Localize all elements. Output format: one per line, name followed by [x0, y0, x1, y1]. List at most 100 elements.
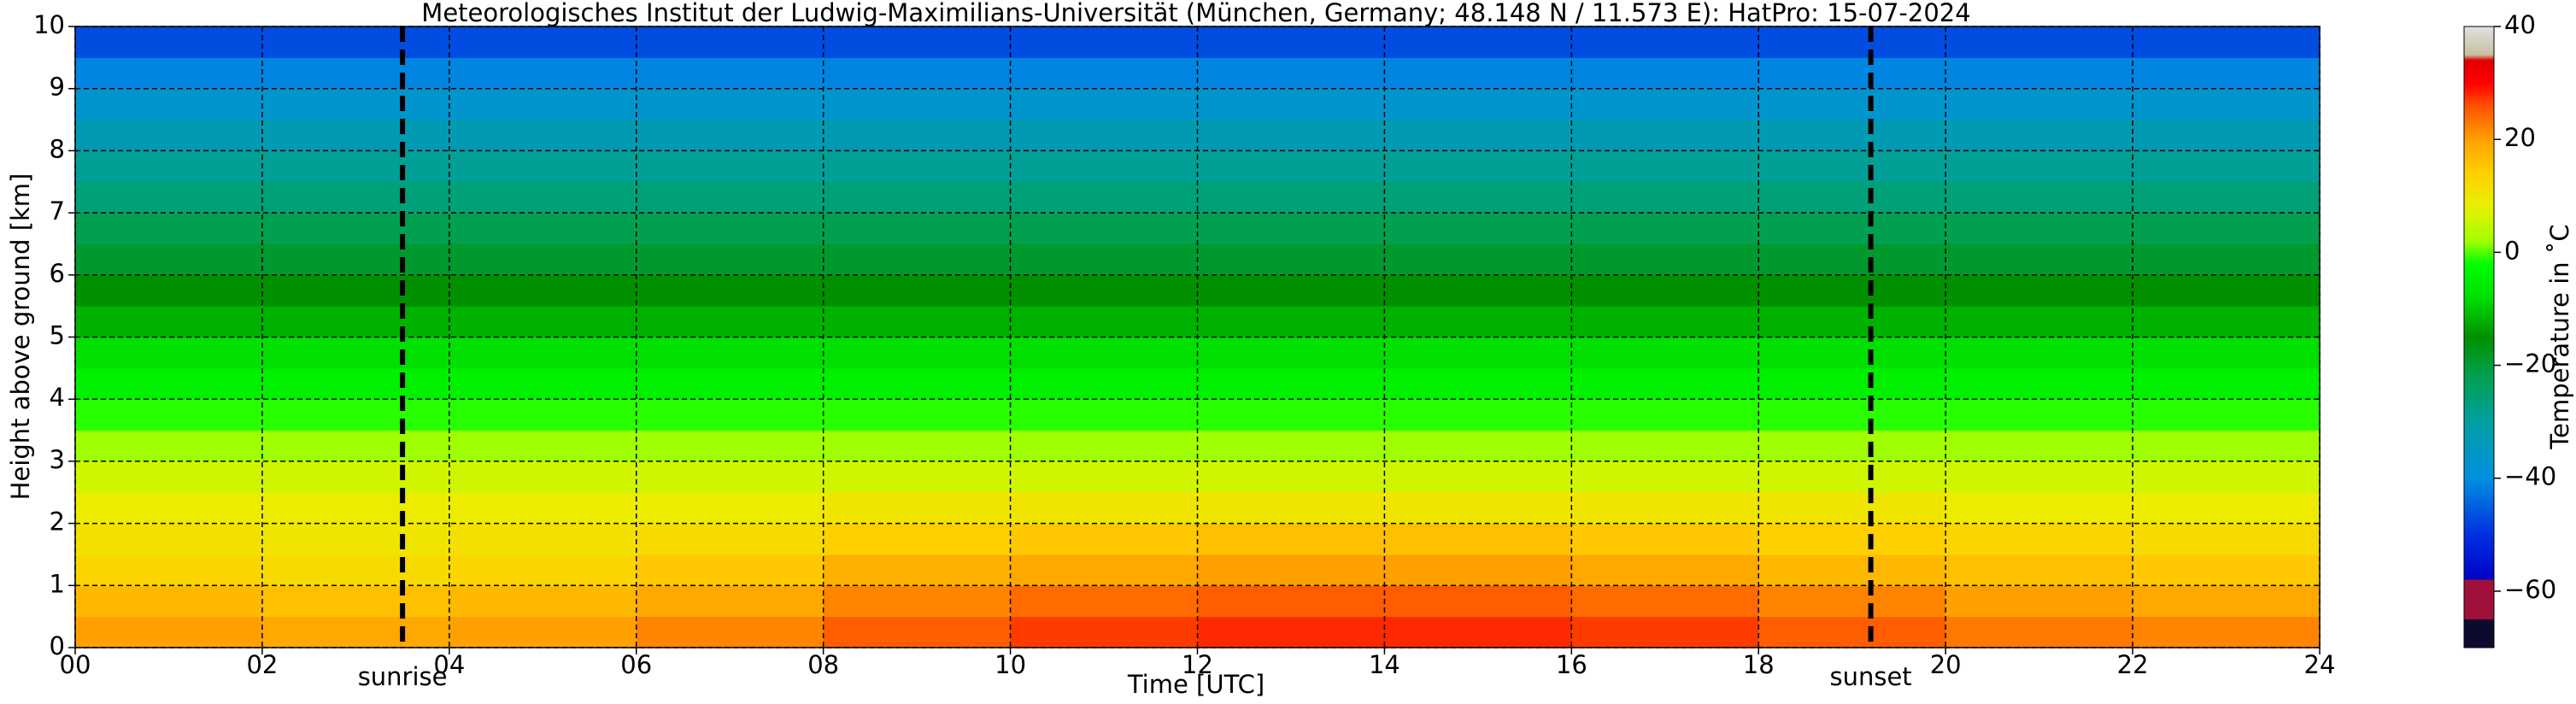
- heatmap-cell: [1197, 120, 1385, 151]
- heatmap-cell: [2133, 181, 2321, 214]
- heatmap-cell: [1384, 26, 1572, 58]
- annotation-label: sunrise: [358, 662, 448, 691]
- heatmap-cell: [636, 243, 824, 276]
- heatmap-cell: [449, 306, 637, 337]
- heatmap-cell: [2133, 461, 2321, 493]
- heatmap-cell: [1571, 337, 1759, 369]
- heatmap-cell: [1945, 57, 2133, 90]
- heatmap-cell: [1384, 523, 1572, 555]
- heatmap-cell: [1197, 461, 1385, 493]
- heatmap-cell: [1945, 213, 2133, 244]
- heatmap-cell: [1197, 337, 1385, 369]
- heatmap-cell: [75, 523, 263, 555]
- heatmap-cell: [2133, 306, 2321, 337]
- heatmap-cell: [75, 181, 263, 214]
- x-tick-label: 22: [2117, 650, 2149, 679]
- heatmap-cell: [1010, 274, 1198, 307]
- heatmap-cell: [1571, 120, 1759, 151]
- heatmap-cell: [1197, 492, 1385, 525]
- heatmap-cell: [1010, 616, 1198, 648]
- heatmap-cell: [1571, 461, 1759, 493]
- y-tick-label: 0: [50, 631, 65, 660]
- heatmap-cell: [2133, 213, 2321, 244]
- heatmap-cell: [2133, 523, 2321, 555]
- heatmap-cell: [449, 88, 637, 120]
- heatmap-cell: [1945, 274, 2133, 307]
- heatmap-cell: [823, 492, 1012, 525]
- heatmap-cell: [1010, 26, 1198, 58]
- heatmap-cell: [1758, 554, 1946, 586]
- heatmap-cell: [1758, 337, 1946, 369]
- heatmap-cell: [1010, 213, 1198, 244]
- heatmap-cell: [1384, 120, 1572, 151]
- heatmap-cell: [1945, 554, 2133, 586]
- heatmap-cell: [75, 461, 263, 493]
- heatmap-cell: [75, 306, 263, 337]
- heatmap-cell: [75, 57, 263, 90]
- heatmap-cell: [1945, 120, 2133, 151]
- colorbar-tick-label: −20: [2504, 349, 2556, 378]
- colorbar-label: Temperature in ˚C: [2545, 224, 2574, 449]
- heatmap-cell: [1571, 243, 1759, 276]
- heatmap-cell: [1571, 57, 1759, 90]
- heatmap-cell: [261, 585, 450, 618]
- heatmap-cell: [1945, 523, 2133, 555]
- heatmap-cell: [449, 120, 637, 151]
- heatmap-cell: [1571, 554, 1759, 586]
- heatmap-cell: [1758, 88, 1946, 120]
- heatmap-cell: [1197, 213, 1385, 244]
- x-tick-label: 06: [620, 650, 652, 679]
- heatmap-cell: [823, 306, 1012, 337]
- heatmap-cell: [823, 367, 1012, 400]
- heatmap-cell: [1571, 616, 1759, 648]
- heatmap-cell: [1197, 523, 1385, 555]
- heatmap-cell: [823, 274, 1012, 307]
- heatmap-cell: [449, 554, 637, 586]
- heatmap-cell: [261, 523, 450, 555]
- heatmap-cell: [1384, 616, 1572, 648]
- heatmap-cell: [1384, 430, 1572, 462]
- heatmap-cell: [261, 181, 450, 214]
- heatmap-cell: [1945, 399, 2133, 431]
- heatmap-cell: [261, 243, 450, 276]
- heatmap-cell: [1758, 461, 1946, 493]
- x-tick-label: 02: [246, 650, 278, 679]
- heatmap-cell: [1384, 274, 1572, 307]
- heatmap-cell: [1010, 337, 1198, 369]
- x-axis-label: Time [UTC]: [1127, 670, 1265, 699]
- heatmap-cell: [823, 150, 1012, 183]
- colorbar-tick-label: −40: [2504, 462, 2556, 491]
- heatmap-cell: [823, 120, 1012, 151]
- heatmap-cell: [1010, 57, 1198, 90]
- plot-frame: [74, 26, 2321, 648]
- heatmap-cell: [2133, 337, 2321, 369]
- heatmap-cell: [823, 213, 1012, 244]
- heatmap-cell: [1571, 430, 1759, 462]
- heatmap-cell: [2133, 367, 2321, 400]
- heatmap-cell: [1945, 616, 2133, 648]
- heatmap-cell: [1010, 306, 1198, 337]
- heatmap-cell: [1010, 88, 1198, 120]
- heatmap-cell: [449, 492, 637, 525]
- colorbar-tick-label: 20: [2504, 123, 2536, 152]
- heatmap-cell: [1758, 26, 1946, 58]
- x-tick-label: 00: [60, 650, 91, 679]
- heatmap-cell: [261, 57, 450, 90]
- heatmap-cell: [1571, 150, 1759, 183]
- heatmap-cell: [2133, 430, 2321, 462]
- heatmap-cell: [1197, 367, 1385, 400]
- heatmap-cell: [1197, 57, 1385, 90]
- y-tick-label: 2: [50, 507, 65, 537]
- heatmap-cell: [449, 337, 637, 369]
- heatmap-cell: [1758, 492, 1946, 525]
- heatmap-cell: [823, 57, 1012, 90]
- heatmap-cell: [1384, 243, 1572, 276]
- heatmap-cell: [1571, 306, 1759, 337]
- heatmap-cell: [1758, 274, 1946, 307]
- heatmap-cell: [636, 523, 824, 555]
- heatmap-cell: [261, 274, 450, 307]
- colorbar-tick-label: 0: [2504, 236, 2520, 265]
- heatmap-cell: [261, 616, 450, 648]
- heatmap-cell: [261, 306, 450, 337]
- heatmap-cell: [261, 430, 450, 462]
